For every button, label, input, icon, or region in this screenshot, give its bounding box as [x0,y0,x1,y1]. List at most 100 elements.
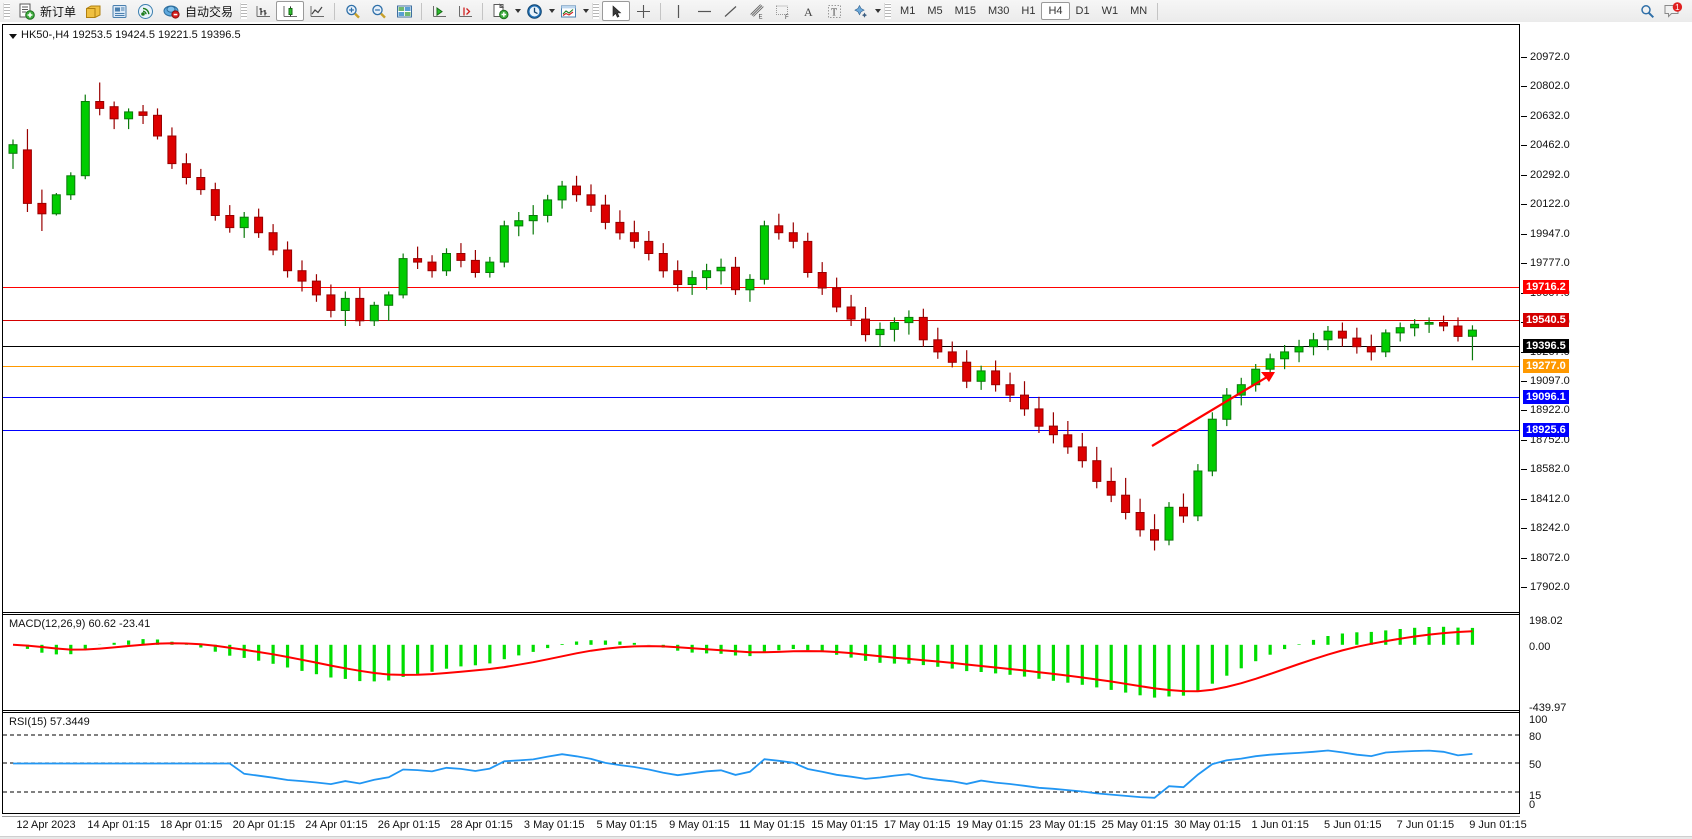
time-tick-label: 28 Apr 01:15 [450,819,513,831]
news-icon[interactable] [106,1,132,21]
price-tag-support-1[interactable]: 19096.1 [1523,390,1569,404]
vline-icon[interactable] [665,1,691,21]
price-tag-pivot[interactable]: 19277.0 [1523,359,1569,373]
shapes-icon[interactable] [847,1,873,21]
time-tick-label: 11 May 01:15 [739,819,805,831]
time-tick-label: 12 Apr 2023 [16,819,76,831]
level-line-18925[interactable] [3,430,1519,431]
timeframe-m5[interactable]: M5 [927,5,943,17]
auto-trading-label[interactable]: 自动交易 [185,4,234,19]
toolbar-grip-2[interactable] [240,3,248,19]
price-tick [1521,587,1527,589]
toolbar-grip-3[interactable] [592,3,600,19]
text-icon[interactable]: A [795,1,821,21]
price-tick [1521,380,1527,382]
line-chart-icon[interactable] [304,1,330,21]
toolbar-separator-2 [421,2,423,20]
shift-icon[interactable] [426,1,452,21]
price-tick-label: 20972.0 [1530,51,1570,63]
grid-icon[interactable] [391,1,417,21]
label-icon[interactable]: T [821,1,847,21]
rsi-tick-label: 15 [1529,790,1542,802]
trendline-icon[interactable] [717,1,743,21]
price-tick-label: 20632.0 [1530,109,1570,122]
level-line-19396[interactable] [3,346,1519,347]
template-icon[interactable] [487,1,513,21]
level-line-19540[interactable] [3,320,1519,321]
bar-chart-icon[interactable] [250,1,276,21]
level-line-19716[interactable] [3,287,1519,288]
new-order-label[interactable]: 新订单 [40,4,77,19]
time-tick-label: 17 May 01:15 [883,819,951,831]
price-tick [1521,115,1527,117]
time-tick-label: 5 Jun 01:15 [1324,819,1382,831]
macd-tick-label: 198.02 [1529,615,1563,627]
hline-icon[interactable] [691,1,717,21]
zoom-in-icon[interactable] [339,1,365,21]
time-tick-label: 30 May 01:15 [1174,819,1241,831]
timeframe-h1[interactable]: H1 [1021,5,1036,17]
toolbar-grip[interactable] [3,3,10,19]
time-tick-label: 24 Apr 01:15 [305,819,368,831]
macd-pane[interactable]: MACD(12,26,9) 60.62 -23.41 [3,614,1519,711]
timeframe-w1[interactable]: W1 [1101,5,1119,17]
timeframe-m15[interactable]: M15 [954,5,976,17]
indicator-chevron-down-icon[interactable] [583,9,590,13]
level-line-19096[interactable] [3,397,1519,398]
autotrade-icon[interactable] [158,1,184,21]
crosshair-icon[interactable] [630,1,656,21]
price-tick-label: 18072.0 [1530,551,1570,564]
price-tick [1521,528,1527,530]
channel-icon[interactable]: F [769,1,795,21]
timeframe-m1[interactable]: M1 [900,5,916,17]
price-tick [1521,263,1527,265]
cursor-icon[interactable] [602,1,631,21]
fibo-icon[interactable]: E [743,1,769,21]
chart-area[interactable]: HK50-,H4 19253.5 19424.5 19221.5 19396.5… [0,22,1692,839]
svg-text:A: A [804,5,813,19]
period-icon[interactable] [521,1,547,21]
price-tick-label: 20122.0 [1530,198,1570,211]
period-chevron-down-icon[interactable] [549,9,556,13]
macd-tick-label: 0.00 [1529,641,1551,653]
timeframe-mn[interactable]: MN [1130,5,1148,17]
price-tag-resistance-2[interactable]: 19540.5 [1523,313,1569,327]
time-axis[interactable]: 12 Apr 2023 14 Apr 01:15 18 Apr 01:15 20 Ap… [2,816,1527,837]
folder-icon[interactable] [80,1,106,21]
notification-count: 1 [1675,3,1680,12]
rsi-pane[interactable]: RSI(15) 57.3449 [3,712,1519,814]
autoscroll-icon[interactable] [452,1,478,21]
price-tag-support-2[interactable]: 18925.6 [1523,423,1569,437]
price-axis[interactable]: 20972.0 20802.0 20632.0 20462.0 20292.0 20122… [1521,24,1690,814]
price-tag-resistance-1[interactable]: 19716.2 [1523,280,1569,294]
chart-collapse-icon[interactable] [9,34,17,39]
toolbar-separator-5 [1157,2,1159,20]
time-tick-label: 25 May 01:15 [1101,819,1169,831]
time-tick-label: 7 Jun 01:15 [1396,819,1455,831]
rsi-tick-label: 0 [1529,799,1536,811]
rsi-header: RSI(15) 57.3449 [9,716,90,728]
shapes-chevron-down-icon[interactable] [875,9,882,13]
timeframe-d1[interactable]: D1 [1075,5,1090,17]
toolbar-grip-4[interactable] [884,3,892,19]
signal-icon[interactable] [132,1,158,21]
candlestick-icon[interactable] [276,1,305,21]
zoom-out-icon[interactable] [365,1,391,21]
timeframe-m30[interactable]: M30 [988,5,1010,17]
price-pane[interactable]: HK50-,H4 19253.5 19424.5 19221.5 19396.5 [3,25,1519,613]
indicator-icon[interactable] [555,1,581,21]
price-tick [1521,145,1527,147]
price-tick-label: 18412.0 [1530,492,1570,505]
price-tick-label: 20462.0 [1530,139,1570,152]
price-tick [1521,439,1527,441]
timeframe-h4[interactable]: H4 [1041,2,1070,20]
alerts-icon[interactable]: 1 [1660,1,1686,21]
search-icon[interactable] [1634,1,1660,21]
macd-tick-label: -439.97 [1529,702,1567,714]
template-chevron-down-icon[interactable] [515,9,522,13]
level-line-19277[interactable] [3,366,1519,367]
new-order-icon[interactable] [13,1,39,21]
price-tag-last-price[interactable]: 19396.5 [1523,339,1569,353]
svg-text:E: E [758,14,762,20]
time-tick-label: 18 Apr 01:15 [159,819,223,831]
